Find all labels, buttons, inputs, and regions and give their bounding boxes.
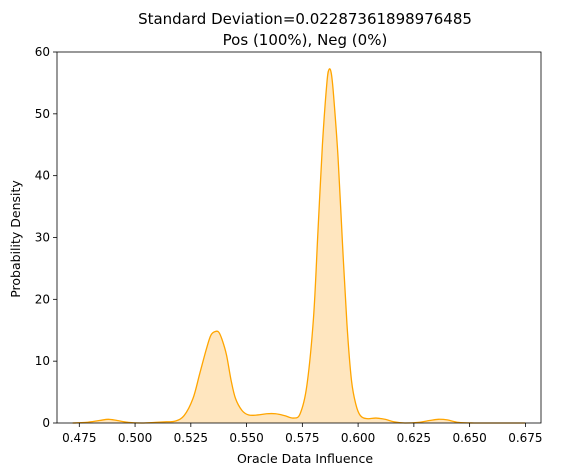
y-tick-label: 50 xyxy=(35,107,50,121)
chart-title-line1: Standard Deviation=0.02287361898976485 xyxy=(138,10,472,28)
y-tick-label: 0 xyxy=(42,416,50,430)
x-axis: 0.475 0.500 0.525 0.550 0.575 0.600 0.625 0.650… xyxy=(62,423,543,445)
density-curve xyxy=(72,68,526,424)
y-tick-label: 30 xyxy=(35,231,50,245)
y-tick-label: 20 xyxy=(35,292,50,306)
density-area-fill xyxy=(72,68,526,424)
x-tick-label: 0.600 xyxy=(341,431,375,445)
x-tick-label: 0.575 xyxy=(285,431,319,445)
plot-area xyxy=(72,68,526,424)
x-tick-label: 0.675 xyxy=(508,431,542,445)
x-axis-label: Oracle Data Influence xyxy=(237,451,373,466)
chart-title-line2: Pos (100%), Neg (0%) xyxy=(223,31,388,49)
y-tick-label: 40 xyxy=(35,169,50,183)
x-tick-label: 0.525 xyxy=(174,431,208,445)
plot-frame xyxy=(56,51,542,424)
y-axis: 0 10 20 30 40 50 60 xyxy=(35,45,57,430)
x-tick-label: 0.550 xyxy=(229,431,263,445)
y-tick-label: 10 xyxy=(35,354,50,368)
x-tick-label: 0.475 xyxy=(62,431,96,445)
y-axis-label: Probability Density xyxy=(8,180,23,298)
x-tick-label: 0.500 xyxy=(118,431,152,445)
x-tick-label: 0.650 xyxy=(452,431,486,445)
x-tick-label: 0.625 xyxy=(397,431,431,445)
y-tick-label: 60 xyxy=(35,45,50,59)
